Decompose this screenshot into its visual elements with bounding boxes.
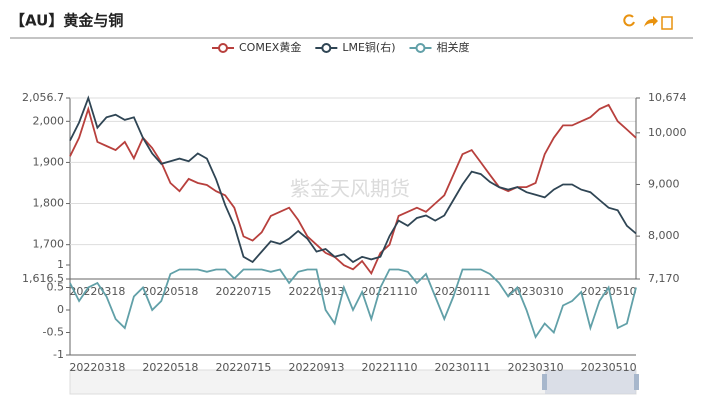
x-tick-label: 20220715 xyxy=(215,285,271,298)
legend-label: 相关度 xyxy=(436,40,469,54)
x-tick-label: 20221110 xyxy=(362,285,418,298)
y2-tick-label: 9,000 xyxy=(648,177,680,190)
x-tick-label: 20230310 xyxy=(508,361,564,374)
y-tick-label: -0.5 xyxy=(43,326,64,339)
series-line xyxy=(69,95,637,264)
y-tick-label: 1,900 xyxy=(33,155,65,168)
share-icon[interactable] xyxy=(644,16,658,27)
y-tick-label: 1,800 xyxy=(33,197,65,210)
legend-marker xyxy=(415,43,426,53)
x-tick-label: 20230510 xyxy=(581,361,637,374)
x-tick-label: 20220913 xyxy=(288,361,344,374)
x-tick-label: 20220518 xyxy=(142,285,198,298)
y-tick-label: 0.5 xyxy=(47,281,65,294)
x-tick-label: 20220715 xyxy=(215,361,271,374)
y2-tick-label: 8,000 xyxy=(648,229,680,242)
y2-tick-label: 10,000 xyxy=(648,126,687,139)
zoom-slider[interactable] xyxy=(69,369,639,395)
x-tick-label: 20220318 xyxy=(69,361,125,374)
y-tick-label: 1 xyxy=(57,258,64,271)
x-tick-label: 20220518 xyxy=(142,361,198,374)
x-tick-label: 20230310 xyxy=(508,285,564,298)
refresh-icon[interactable] xyxy=(623,14,635,27)
x-tick-label: 20220913 xyxy=(288,285,344,298)
x-tick-label: 20221110 xyxy=(362,361,418,374)
watermark: 紫金天风期货 xyxy=(290,177,410,201)
x-tick-label: 20230111 xyxy=(435,285,491,298)
slider-handle[interactable] xyxy=(634,374,639,390)
y2-tick-label: 7,170 xyxy=(648,272,680,285)
y-tick-label: 0 xyxy=(57,303,64,316)
legend-marker xyxy=(218,43,228,53)
toolbox[interactable] xyxy=(623,14,673,30)
y2-tick-label: 10,674 xyxy=(648,91,687,104)
y-tick-label: 2,000 xyxy=(33,114,65,127)
legend: COMEX黄金 LME铜(右) 相关度 xyxy=(212,40,469,54)
legend-label: COMEX黄金 xyxy=(239,40,301,54)
slider-track[interactable] xyxy=(69,369,637,395)
series-line xyxy=(69,268,637,340)
legend-label: LME铜(右) xyxy=(342,40,395,54)
save-icon[interactable] xyxy=(661,16,673,30)
y-tick-label: 2,056.7 xyxy=(22,91,64,104)
y-tick-label: -1 xyxy=(53,348,64,361)
y-tick-label: 1,616.5 xyxy=(22,272,64,285)
page-title: 【AU】黄金与铜 xyxy=(10,12,123,30)
slider-handle[interactable] xyxy=(542,374,547,390)
y-tick-label: 1,700 xyxy=(33,238,65,251)
x-tick-label: 20220318 xyxy=(69,285,125,298)
x-tick-label: 20230111 xyxy=(435,361,491,374)
legend-marker xyxy=(321,43,332,53)
series-line xyxy=(69,103,637,276)
slider-window[interactable] xyxy=(545,370,636,394)
